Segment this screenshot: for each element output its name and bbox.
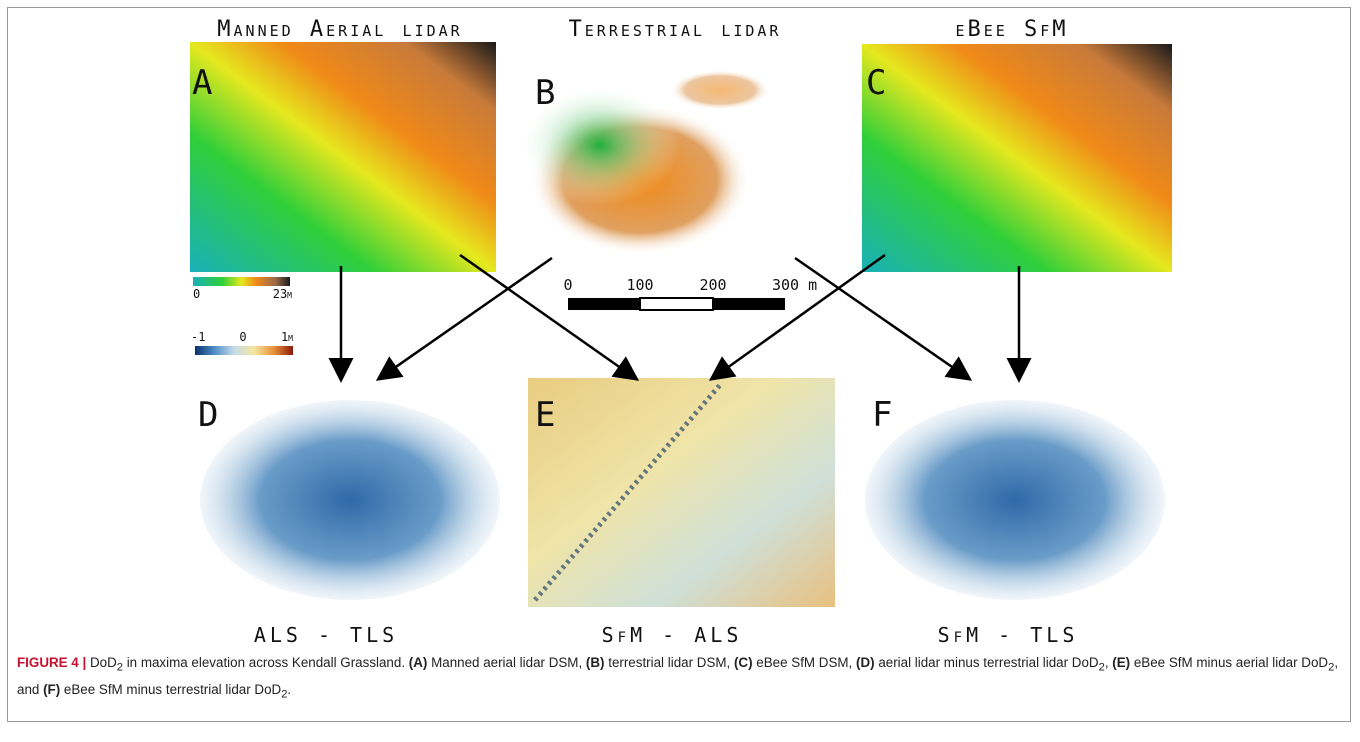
panel-letter: A <box>192 63 212 103</box>
caption-bold: (B) <box>586 655 605 670</box>
colorbar-label: 0 <box>239 330 246 344</box>
panel-letter: B <box>535 73 555 113</box>
panel-images <box>190 42 1172 607</box>
caption-text: terrestrial lidar DSM, <box>605 655 734 670</box>
scale-label: 200 <box>699 276 726 294</box>
panel-title: Manned Aerial lidar <box>217 17 462 42</box>
caption-text: eBee SfM minus aerial lidar DoD <box>1130 655 1328 670</box>
difference-label: SfM - ALS <box>602 623 743 647</box>
caption-bold: (F) <box>43 682 60 697</box>
panel-title: Terrestrial lidar <box>569 17 782 42</box>
caption-bold: FIGURE 4 | <box>17 655 90 670</box>
panel-letter: D <box>198 395 218 435</box>
colorbar-label: 1m <box>281 330 293 344</box>
colorbar-label: -1 <box>191 330 205 344</box>
caption: FIGURE 4 | DoD2 in maxima elevation acro… <box>17 652 1347 705</box>
caption-bold: (A) <box>409 655 428 670</box>
panel-title: eBee SfM <box>955 17 1068 42</box>
caption-text: . <box>287 682 291 697</box>
caption-bold: (E) <box>1112 655 1130 670</box>
panel-letter: C <box>866 63 886 103</box>
figure: Manned Aerial lidar Terrestrial lidar eB… <box>0 0 1360 742</box>
caption-text: eBee SfM DSM, <box>753 655 856 670</box>
panel-letter: F <box>872 395 892 435</box>
caption-text: Manned aerial lidar DSM, <box>427 655 586 670</box>
scale-bar <box>568 298 785 310</box>
caption-bold: (C) <box>734 655 753 670</box>
difference-label: ALS - TLS <box>254 623 398 647</box>
caption-text: DoD <box>90 655 117 670</box>
panel-letter: E <box>535 395 555 435</box>
colorbar-label: 0 <box>193 287 200 301</box>
caption-text: eBee SfM minus terrestrial lidar DoD <box>60 682 281 697</box>
scale-label: 300 m <box>772 276 817 294</box>
elevation-colorbar <box>193 277 290 286</box>
arrows <box>341 255 1019 378</box>
scale-label: 0 <box>563 276 572 294</box>
caption-text: in maxima elevation across Kendall Grass… <box>123 655 409 670</box>
caption-text: aerial lidar minus terrestrial lidar DoD <box>875 655 1099 670</box>
caption-bold: (D) <box>856 655 875 670</box>
colorbar-label: 23m <box>273 287 292 301</box>
difference-colorbar <box>195 346 293 355</box>
scale-label: 100 <box>626 276 653 294</box>
difference-label: SfM - TLS <box>938 623 1079 647</box>
